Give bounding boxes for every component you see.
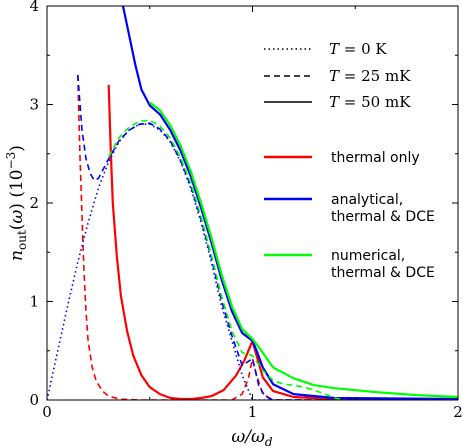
legend-label-t50: T = 50 mK — [329, 93, 411, 111]
series-line-6 — [149, 101, 458, 399]
y-tick-label-1: 1 — [29, 293, 39, 311]
legend-label-thermal-only: thermal only — [331, 150, 420, 166]
legend-label-numerical-2: thermal & DCE — [331, 265, 435, 281]
legend-label-analytical: analytical, — [331, 192, 403, 208]
legend-label-numerical: numerical, — [331, 248, 405, 264]
legend-label-t0: T = 0 K — [329, 40, 387, 58]
series-line-1 — [107, 84, 458, 400]
y-tick-label-4: 4 — [29, 0, 39, 15]
axis-ticks: 0 1 2 0 1 2 3 4 — [29, 0, 462, 421]
legend-label-analytical-2: thermal & DCE — [331, 209, 435, 225]
series-layer — [47, 6, 458, 400]
series-line-5 — [107, 119, 346, 400]
legend-label-t25: T = 25 mK — [329, 67, 411, 85]
x-tick-label-1: 1 — [248, 403, 258, 421]
legend: T = 0 K T = 25 mK T = 50 mK thermal only… — [264, 40, 435, 281]
y-tick-label-3: 3 — [29, 96, 39, 114]
y-tick-label-2: 2 — [29, 194, 39, 212]
x-axis-label: ω/ωd — [231, 427, 272, 448]
y-tick-label-0: 0 — [29, 391, 39, 409]
series-line-4 — [121, 6, 458, 400]
x-tick-label-2: 2 — [453, 403, 463, 421]
x-tick-label-0: 0 — [42, 403, 52, 421]
y-axis-label: nout(ω) (10−3) — [4, 145, 29, 261]
